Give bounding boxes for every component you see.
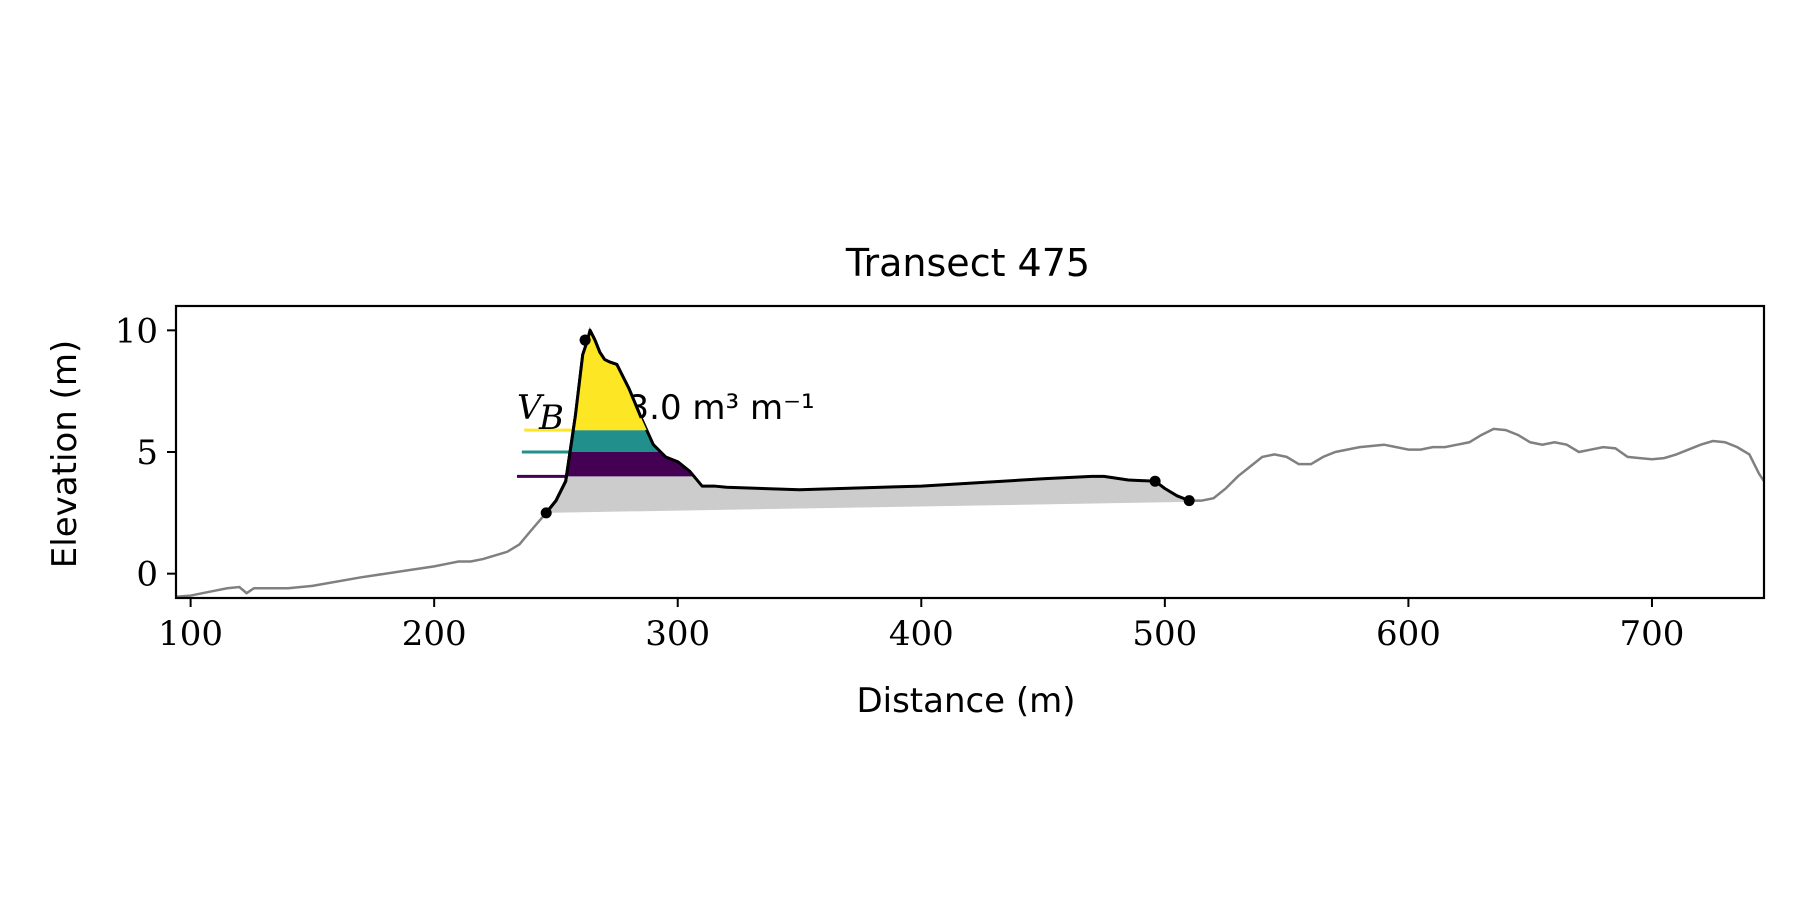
x-tick-label: 600 bbox=[1376, 614, 1441, 654]
y-tick-label: 10 bbox=[115, 311, 158, 351]
key-point bbox=[1183, 495, 1195, 507]
x-tick-label: 200 bbox=[402, 614, 467, 654]
annotation-subscript: B bbox=[538, 398, 564, 438]
axis-frame bbox=[174, 304, 1766, 600]
x-tick-label: 500 bbox=[1132, 614, 1197, 654]
volume-layer-base bbox=[546, 476, 1190, 513]
chart-title: Transect 475 bbox=[845, 241, 1090, 285]
y-tick-label: 0 bbox=[136, 555, 158, 595]
volume-layer-1 bbox=[566, 452, 694, 477]
x-axis: 100 200 300 400 500 600 700 bbox=[158, 598, 1684, 654]
volume-layer-2 bbox=[570, 430, 661, 452]
x-tick-label: 400 bbox=[889, 614, 954, 654]
x-tick-label: 700 bbox=[1620, 614, 1685, 654]
volume-annotation: VB 73.0 m³ m⁻¹ bbox=[517, 328, 815, 514]
x-tick-label: 100 bbox=[158, 614, 223, 654]
y-tick-label: 5 bbox=[136, 433, 158, 473]
annotation-symbol: V bbox=[517, 388, 545, 428]
x-tick-label: 300 bbox=[645, 614, 710, 654]
y-axis: 0 5 10 bbox=[115, 311, 176, 595]
y-axis-label: Elevation (m) bbox=[45, 340, 85, 568]
profile-line bbox=[176, 326, 1764, 598]
key-point bbox=[1149, 475, 1161, 487]
x-axis-label: Distance (m) bbox=[856, 681, 1075, 721]
plot-area bbox=[176, 326, 1764, 598]
